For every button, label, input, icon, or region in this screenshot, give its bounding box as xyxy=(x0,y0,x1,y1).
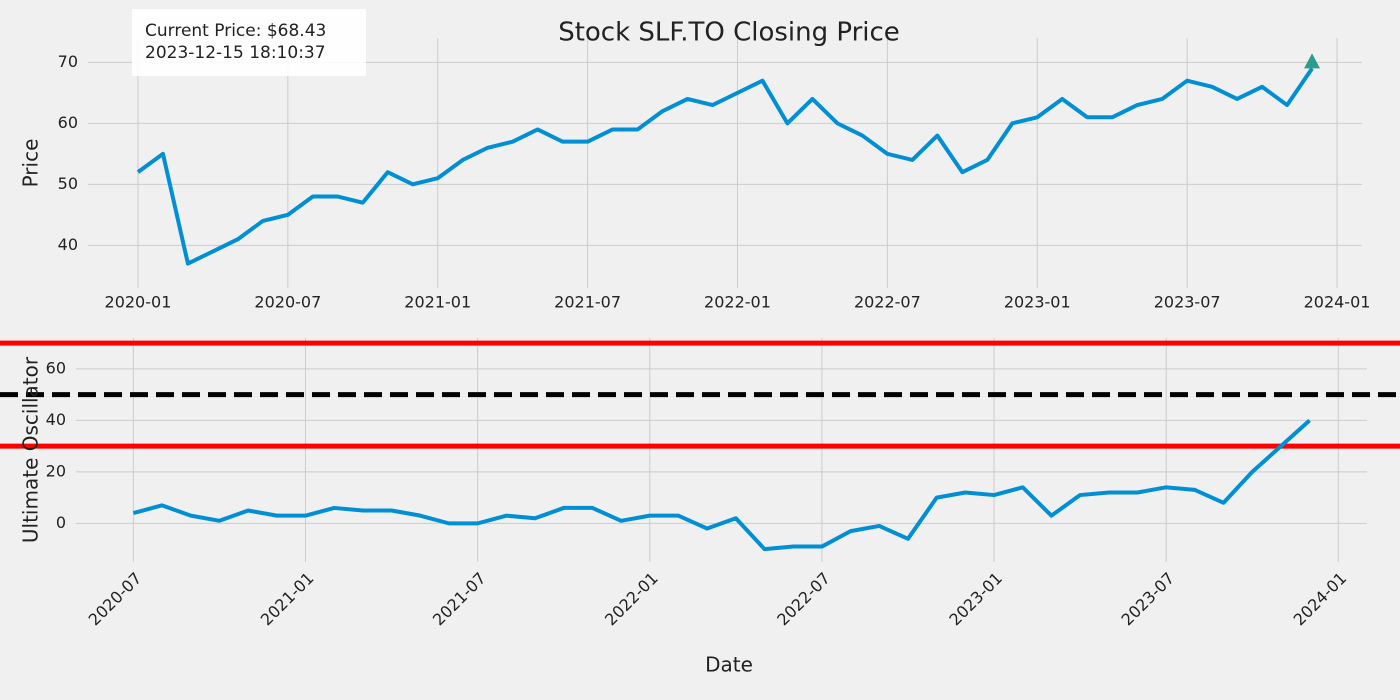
y-tick-label: 70 xyxy=(58,52,78,71)
x-tick-label: 2020-01 xyxy=(105,293,172,312)
y-tick-label: 20 xyxy=(46,461,66,480)
chart-title: Stock SLF.TO Closing Price xyxy=(558,18,900,48)
price-line xyxy=(132,418,1311,552)
x-tick-label: 2022-01 xyxy=(704,293,771,312)
y-tick-label: 40 xyxy=(58,235,78,254)
x-tick-label: 2023-01 xyxy=(1004,293,1071,312)
price-line xyxy=(136,67,1314,266)
x-tick-label: 2020-07 xyxy=(254,293,321,312)
current-marker xyxy=(1304,53,1321,69)
annotation: Current Price: $68.43 xyxy=(145,21,326,41)
y-axis-label: Ultimate Oscillator xyxy=(19,356,43,543)
x-tick-label: 2023-07 xyxy=(1154,293,1221,312)
annotation: 2023-12-15 18:10:37 xyxy=(145,43,326,63)
x-axis-label: Date xyxy=(705,653,753,677)
annotation-box xyxy=(132,9,366,76)
y-tick-label: 60 xyxy=(58,113,78,132)
y-tick-label: 50 xyxy=(58,174,78,193)
x-tick-label: 2021-07 xyxy=(554,293,621,312)
x-tick-label: 2021-01 xyxy=(404,293,471,312)
y-tick-label: 60 xyxy=(46,358,66,377)
y-tick-label: 40 xyxy=(46,410,66,429)
x-tick-label: 2022-07 xyxy=(854,293,921,312)
y-tick-label: 0 xyxy=(56,513,66,532)
x-tick-label: 2024-01 xyxy=(1304,293,1371,312)
y-axis-label: Price xyxy=(19,139,43,188)
